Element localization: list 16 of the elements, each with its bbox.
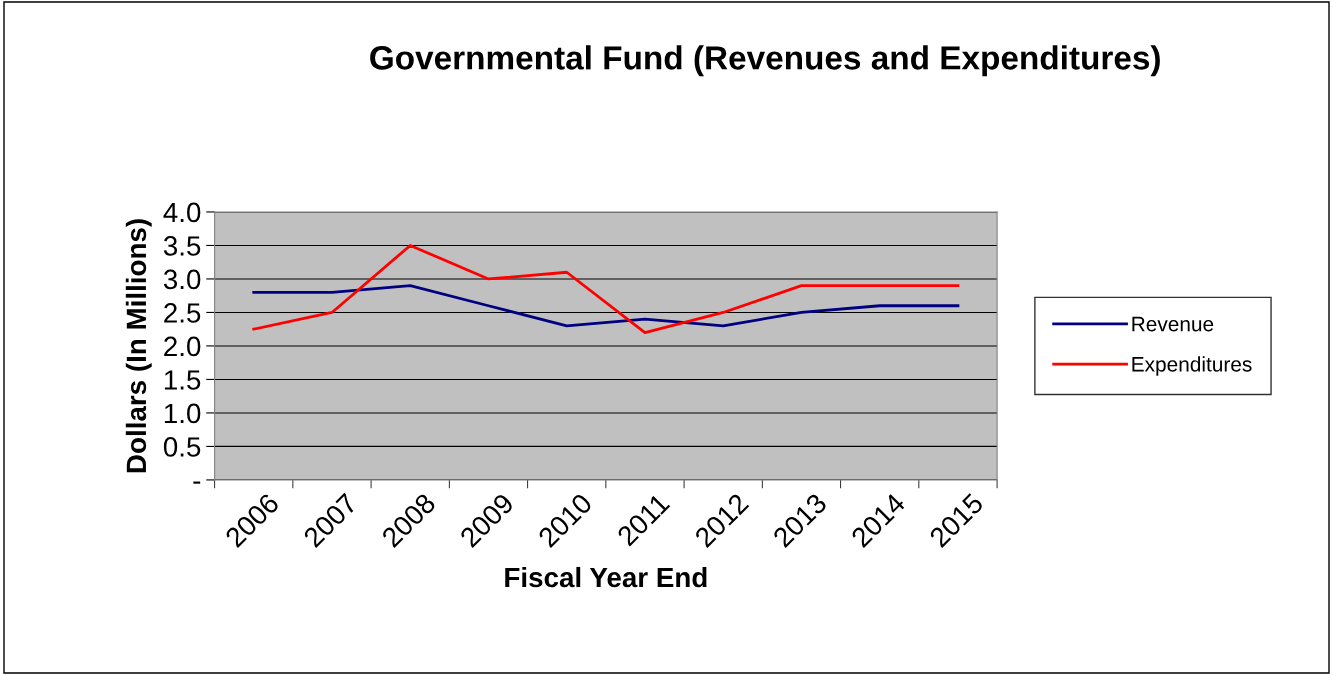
legend-label: Revenue (1132, 316, 1214, 332)
y-tick-label: 1.5 (164, 370, 201, 390)
line-series (252, 244, 960, 334)
y-tick-label: 3.0 (163, 269, 201, 290)
y-tick-label: 2.0 (164, 336, 201, 357)
chart-title: Governmental Fund (Revenues and Expenditures) (370, 45, 1160, 77)
x-axis-title: Fiscal Year End (505, 566, 707, 588)
y-tick-label: 1.0 (164, 403, 201, 424)
y-tick-label: 4.0 (163, 202, 201, 223)
y-tick-label: - (193, 481, 201, 484)
legend-label: Expenditures (1132, 356, 1252, 376)
y-tick-label: 3.5 (163, 236, 201, 256)
y-tick-label: 2.5 (164, 303, 201, 323)
line-series (252, 284, 960, 328)
y-tick-label: 0.5 (163, 437, 201, 457)
y-axis-title: Dollars (In Millions) (125, 219, 152, 473)
